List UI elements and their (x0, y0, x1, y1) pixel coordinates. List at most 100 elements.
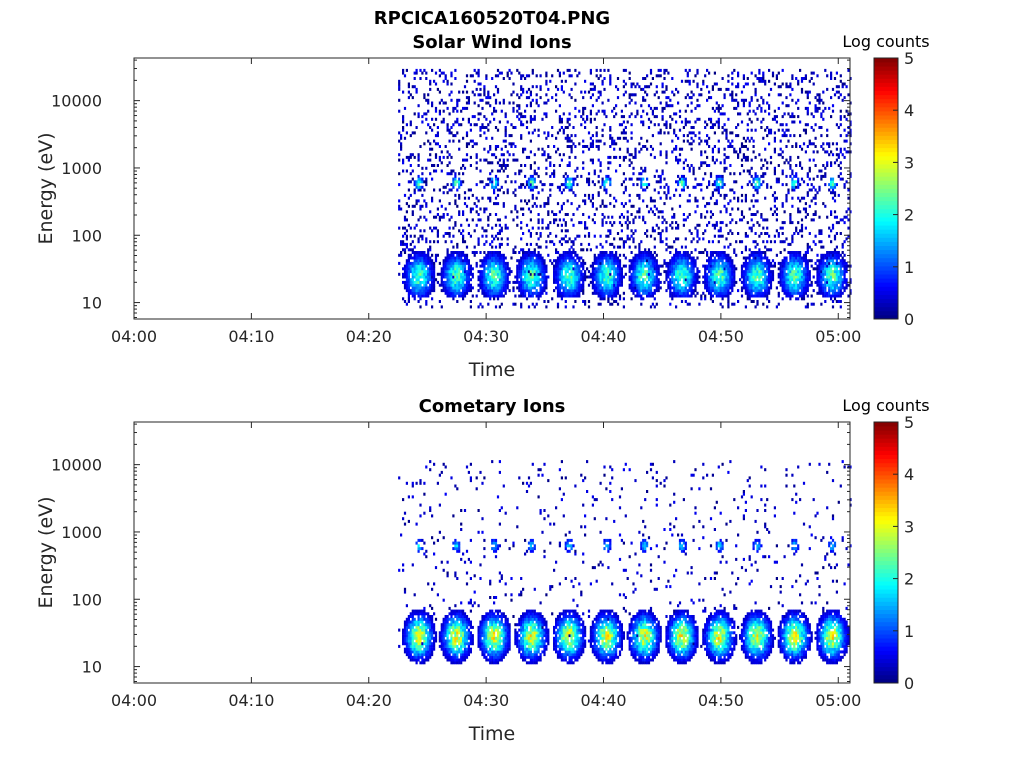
spectrogram-cell (409, 278, 412, 282)
spectrogram-cell (477, 117, 480, 121)
spectrogram-cell (440, 120, 443, 124)
spectrogram-cell (553, 172, 556, 176)
spectrogram-cell (624, 131, 627, 135)
spectrogram-cell (487, 261, 490, 265)
spectrogram-cell (706, 253, 709, 257)
spectrogram-cell (537, 191, 540, 195)
spectrogram-cell (568, 278, 571, 282)
spectrogram-cell (746, 77, 749, 80)
spectrogram-cell (562, 264, 565, 268)
spectrogram-cell (525, 278, 529, 282)
spectrogram-cell (551, 96, 554, 100)
spectrogram-cell (533, 251, 536, 254)
spectrogram-cell (607, 166, 610, 170)
spectrogram-cell (562, 256, 565, 260)
spectrogram-cell (740, 158, 744, 162)
spectrogram-cell (773, 240, 776, 244)
spectrogram-cell (659, 272, 662, 276)
spectrogram-cell (427, 259, 430, 263)
spectrogram-cell (433, 270, 436, 274)
spectrogram-cell (493, 275, 496, 279)
spectrogram-cell (613, 270, 616, 274)
spectrogram-cell (595, 289, 598, 293)
spectrogram-cell (425, 117, 428, 121)
spectrogram-cell (677, 256, 680, 260)
spectrogram-cell (609, 256, 612, 260)
spectrogram-cell (560, 283, 563, 287)
spectrogram-cell (489, 161, 492, 165)
spectrogram-cell (729, 172, 732, 176)
spectrogram-cell (584, 272, 587, 276)
spectrogram-cell (458, 123, 461, 127)
spectrogram-cell (713, 280, 716, 284)
spectrogram-cell (574, 291, 577, 295)
spectrogram-cell (752, 261, 755, 265)
spectrogram-cell (558, 294, 561, 298)
spectrogram-cell (694, 177, 697, 181)
spectrogram-cell (781, 283, 784, 287)
spectrogram-cell (446, 191, 449, 195)
spectrogram-cell (531, 183, 534, 187)
spectrogram-cell (425, 302, 428, 306)
spectrogram-cell (553, 278, 556, 282)
spectrogram-cell (574, 280, 577, 284)
spectrogram-cell (599, 253, 602, 257)
spectrogram-cell (411, 267, 414, 271)
spectrogram-cell (640, 177, 643, 181)
spectrogram-cell (431, 229, 434, 233)
spectrogram-cell (409, 93, 412, 97)
spectrogram-cell (413, 234, 416, 238)
spectrogram-cell (433, 79, 436, 83)
spectrogram-cell (603, 267, 606, 271)
spectrogram-cell (607, 261, 610, 265)
spectrogram-cell (467, 289, 470, 293)
spectrogram-cell (520, 264, 523, 268)
spectrogram-cell (415, 253, 418, 257)
spectrogram-cell (709, 297, 713, 301)
spectrogram-cell (723, 193, 726, 197)
spectrogram-cell (669, 280, 672, 284)
spectrogram-cell (754, 93, 757, 97)
spectrogram-cell (731, 207, 734, 211)
spectrogram-cell (711, 158, 714, 162)
spectrogram-cell (558, 289, 561, 293)
spectrogram-cell (531, 117, 534, 121)
spectrogram-cell (719, 185, 722, 189)
spectrogram-cell (487, 128, 490, 132)
spectrogram-cell (665, 237, 668, 241)
spectrogram-cell (504, 223, 507, 227)
spectrogram-cell (496, 261, 500, 265)
spectrogram-cell (562, 90, 565, 94)
spectrogram-cell (473, 68, 476, 72)
spectrogram-cell (605, 174, 608, 178)
spectrogram-cell (731, 283, 734, 287)
spectrogram-cell (758, 183, 761, 187)
spectrogram-cell (709, 253, 713, 257)
spectrogram-cell (644, 77, 647, 80)
spectrogram-cell (527, 267, 531, 271)
spectrogram-cell (477, 242, 480, 246)
spectrogram-cell (727, 280, 730, 284)
spectrogram-cell (725, 289, 728, 293)
spectrogram-cell (686, 275, 689, 279)
spectrogram-cell (719, 112, 722, 116)
spectrogram-cell (758, 272, 761, 276)
spectrogram-cell (465, 74, 469, 78)
spectrogram-cell (739, 240, 742, 244)
spectrogram-cell (698, 117, 701, 121)
spectrogram-cell (402, 158, 405, 162)
spectrogram-cell (634, 229, 637, 233)
spectrogram-cell (558, 286, 561, 290)
spectrogram-cell (696, 275, 699, 279)
spectrogram-cell (452, 169, 455, 173)
spectrogram-cell (508, 134, 511, 138)
spectrogram-cell (721, 180, 724, 184)
spectrogram-cell (491, 245, 494, 249)
spectrogram-cell (485, 289, 488, 293)
spectrogram-cell (458, 229, 461, 233)
spectrogram-cell (646, 93, 649, 97)
spectrogram-cell (403, 251, 407, 254)
spectrogram-cell (671, 278, 674, 282)
spectrogram-cell (479, 134, 482, 138)
spectrogram-cell (539, 245, 542, 249)
